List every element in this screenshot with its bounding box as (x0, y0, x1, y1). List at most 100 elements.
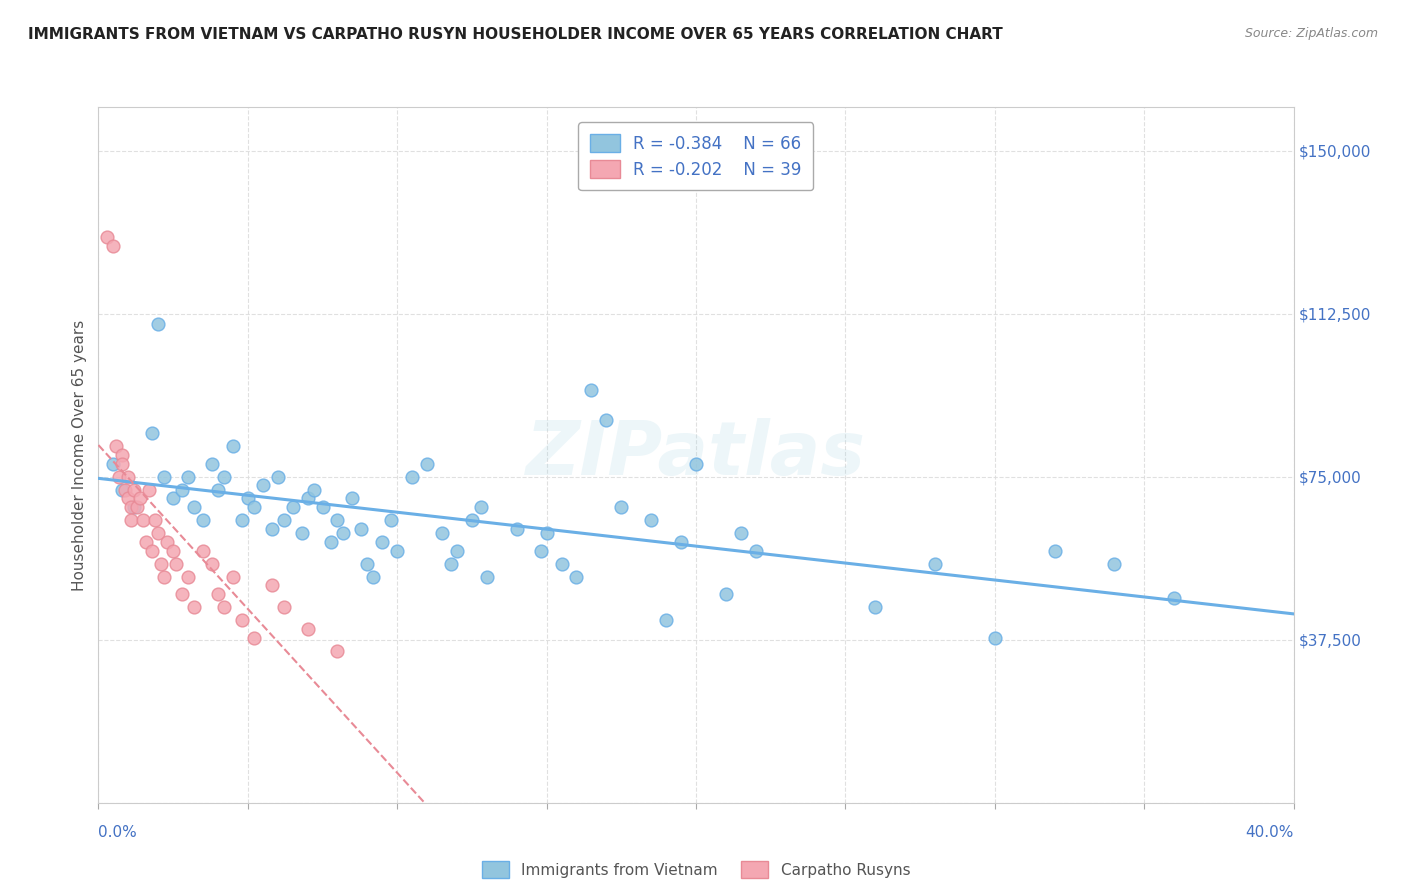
Point (342, 491, 364, 506)
Point (243, 631, 266, 645)
Point (135, 535, 157, 549)
Point (506, 522, 529, 536)
Point (177, 570, 200, 584)
Point (231, 613, 253, 627)
Point (207, 483, 229, 497)
Point (924, 557, 946, 571)
Point (461, 513, 484, 527)
Point (440, 557, 463, 571)
Point (380, 513, 402, 527)
Point (191, 543, 214, 558)
Point (311, 500, 333, 514)
Point (273, 600, 295, 615)
Point (236, 491, 259, 506)
Point (475, 570, 498, 584)
Point (321, 535, 343, 549)
Point (669, 535, 692, 549)
Point (1104, 557, 1126, 571)
Point (103, 457, 125, 471)
Point (183, 600, 205, 615)
Text: Source: ZipAtlas.com: Source: ZipAtlas.com (1244, 27, 1378, 40)
Text: 0.0%: 0.0% (98, 825, 138, 840)
Point (371, 535, 394, 549)
Point (96, 230, 118, 244)
Point (132, 513, 155, 527)
Point (172, 483, 194, 497)
Point (143, 513, 166, 527)
Point (212, 600, 235, 615)
Point (153, 469, 176, 483)
Point (536, 526, 558, 541)
Point (385, 543, 409, 558)
Point (124, 500, 146, 514)
Point (120, 513, 142, 527)
Point (1163, 591, 1185, 606)
Legend: Immigrants from Vietnam, Carpatho Rusyns: Immigrants from Vietnam, Carpatho Rusyns (474, 854, 918, 886)
Point (148, 526, 170, 541)
Point (252, 478, 274, 492)
Point (156, 535, 179, 549)
Point (120, 500, 142, 514)
Point (730, 526, 752, 541)
Point (290, 526, 312, 541)
Point (111, 483, 134, 497)
Point (655, 613, 678, 627)
Point (183, 500, 205, 514)
Point (138, 483, 160, 497)
Point (165, 557, 187, 571)
Point (416, 457, 439, 471)
Point (610, 500, 633, 514)
Point (111, 457, 134, 471)
Point (153, 570, 176, 584)
Point (260, 522, 283, 536)
Point (685, 457, 707, 471)
Point (105, 439, 128, 453)
Point (326, 643, 349, 657)
Point (565, 570, 588, 584)
Point (350, 522, 373, 536)
Point (640, 513, 662, 527)
Point (117, 469, 139, 483)
Point (446, 543, 468, 558)
Point (127, 500, 149, 514)
Point (141, 426, 163, 441)
Text: ZIPatlas: ZIPatlas (526, 418, 866, 491)
Point (363, 570, 385, 584)
Point (201, 557, 224, 571)
Point (243, 500, 266, 514)
Y-axis label: Householder Income Over 65 years: Householder Income Over 65 years (72, 319, 87, 591)
Point (326, 513, 349, 527)
Point (103, 239, 125, 253)
Point (114, 483, 136, 497)
Point (595, 413, 617, 427)
Point (581, 383, 603, 397)
Point (745, 543, 768, 558)
Point (222, 570, 245, 584)
Point (332, 526, 354, 541)
Point (550, 557, 572, 571)
Point (430, 526, 453, 541)
Point (297, 622, 319, 636)
Point (231, 513, 253, 527)
Point (201, 457, 224, 471)
Point (470, 500, 492, 514)
Point (714, 587, 737, 601)
Point (129, 491, 152, 506)
Point (401, 469, 423, 483)
Point (260, 578, 283, 592)
Point (172, 587, 194, 601)
Point (111, 448, 134, 462)
Point (124, 483, 146, 497)
Point (297, 491, 319, 506)
Point (162, 543, 184, 558)
Point (117, 491, 139, 506)
Point (212, 469, 235, 483)
Point (207, 587, 229, 601)
Point (191, 513, 214, 527)
Point (356, 557, 378, 571)
Point (177, 469, 200, 483)
Point (529, 543, 551, 558)
Text: IMMIGRANTS FROM VIETNAM VS CARPATHO RUSYN HOUSEHOLDER INCOME OVER 65 YEARS CORRE: IMMIGRANTS FROM VIETNAM VS CARPATHO RUSY… (28, 27, 1002, 42)
Point (141, 543, 163, 558)
Point (150, 557, 173, 571)
